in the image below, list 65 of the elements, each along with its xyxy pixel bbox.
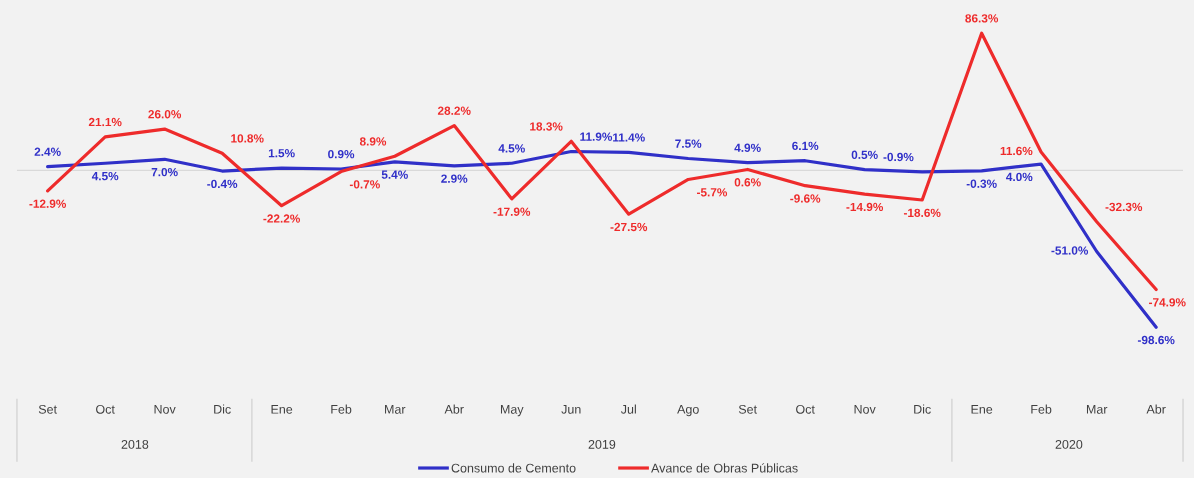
x-tick-label: Ene: [971, 405, 993, 414]
data-label: 26.0%: [148, 110, 182, 119]
text: 2020: [1055, 439, 1083, 449]
data-label: -9.6%: [790, 194, 821, 203]
x-tick-label: Oct: [96, 404, 115, 414]
x-tick-label: Abr: [444, 404, 464, 414]
data-label: 1.5%: [268, 149, 295, 158]
data-label: -18.6%: [903, 208, 941, 217]
data-label: 0.9%: [328, 149, 355, 159]
x-tick-label: Dic: [914, 404, 931, 414]
data-label: -27.5%: [610, 222, 648, 232]
data-label: 4.5%: [91, 171, 119, 181]
data-label: -0.4%: [207, 179, 238, 189]
data-label: -0.3%: [966, 179, 997, 188]
data-label: 7.5%: [675, 139, 702, 148]
data-label: -32.3%: [1105, 202, 1143, 212]
data-label: -22.2%: [263, 214, 301, 223]
data-label: 86.3%: [965, 14, 999, 23]
legend-label: Avance de Obras Públicas: [651, 463, 798, 473]
data-label: 7.0%: [151, 167, 178, 177]
data-label: 21.1%: [88, 117, 122, 127]
legend-label: Consumo de Cemento: [451, 463, 576, 473]
data-label: 10.8%: [231, 134, 264, 143]
data-label: 2.4%: [34, 147, 61, 156]
data-label: -74.9%: [1149, 298, 1186, 307]
x-tick-label: Feb: [331, 404, 352, 414]
data-label: 5.4%: [381, 170, 408, 179]
x-tick-label: Jul: [620, 404, 636, 414]
x-tick-label: Abr: [1146, 404, 1166, 414]
text: 2019: [588, 439, 616, 449]
x-tick-label: Feb: [1031, 404, 1052, 414]
data-label: -0.7%: [349, 180, 380, 189]
data-label: 11.4%: [613, 133, 645, 142]
data-label: 11.6%: [1000, 146, 1033, 156]
x-tick-label: Nov: [154, 405, 176, 414]
x-tick-label: Nov: [854, 405, 876, 414]
x-tick-label: Ene: [271, 405, 293, 414]
x-tick-label: Dic: [214, 404, 231, 414]
x-tick-label: Oct: [796, 404, 815, 414]
data-label: -0.9%: [883, 152, 914, 162]
data-label: -51.0%: [1051, 246, 1089, 255]
text: 2018: [121, 439, 149, 449]
data-label: 4.9%: [734, 143, 761, 152]
data-label: -14.9%: [846, 202, 884, 212]
x-tick-label: Jun: [561, 405, 581, 414]
data-label: -5.7%: [697, 188, 728, 197]
data-label: -17.9%: [493, 207, 531, 216]
data-label: 28.2%: [437, 106, 471, 115]
data-label: 0.6%: [734, 178, 761, 187]
data-label: 2.9%: [441, 174, 468, 183]
data-label: 8.9%: [359, 137, 387, 146]
x-tick-label: Mar: [385, 405, 406, 414]
x-tick-label: Mar: [1086, 405, 1108, 414]
data-label: 4.5%: [498, 144, 525, 153]
data-label: 6.1%: [792, 141, 819, 151]
data-label: 18.3%: [530, 122, 563, 131]
data-label: 11.9%: [580, 132, 613, 141]
data-label: -98.6%: [1137, 335, 1175, 345]
x-tick-label: Ago: [677, 405, 699, 417]
data-label: 0.5%: [851, 150, 878, 159]
x-tick-label: Set: [38, 404, 57, 414]
x-tick-label: May: [500, 405, 524, 417]
data-label: 4.0%: [1006, 172, 1033, 182]
x-tick-label: Set: [738, 404, 757, 414]
data-label: -12.9%: [29, 199, 67, 208]
